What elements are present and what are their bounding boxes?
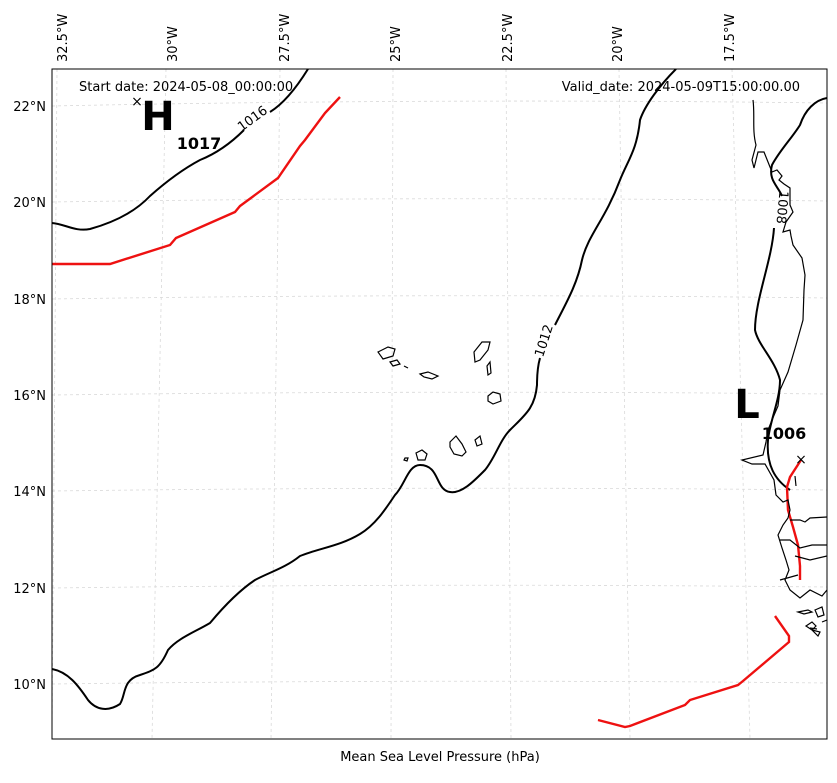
lat-label: 20°N [13,196,46,211]
lon-label: 25°W [389,26,404,62]
lat-label: 10°N [13,678,46,693]
island-santiago [449,435,467,457]
island-fogo [415,449,428,461]
isobar-1012 [52,69,677,710]
isobar-1008-north [770,97,827,197]
lon-label: 27.5°W [278,14,293,62]
pressure-centers: × H 1017 × L 1006 [131,94,807,468]
longitude-labels: 32.5°W 30°W 27.5°W 25°W 22.5°W 20°W 17.5… [56,14,738,62]
lat-label: 16°N [13,389,46,404]
isobar-1008 [753,227,791,491]
island-maio [474,434,483,447]
lon-label: 30°W [166,26,181,62]
island-sal [473,341,491,363]
island-sao-vicente [388,359,402,367]
contour-label-1016: 1016 [235,103,271,135]
lon-label: 20°W [611,26,626,62]
high-center-value: 1017 [177,134,222,153]
coastlines [377,99,827,638]
lon-label: 32.5°W [56,14,71,62]
map-frame [51,68,828,740]
low-center-symbol: L [734,382,760,428]
africa-coast [740,99,827,638]
island-boa-vista [487,391,502,405]
lat-label: 22°N [13,100,46,115]
tracks [52,96,803,729]
map-bottom-label: Mean Sea Level Pressure (hPa) [340,750,540,765]
graticule [52,69,827,739]
island-brava [403,457,409,462]
island-santo-antao [377,346,396,360]
lat-label: 18°N [13,293,46,308]
lon-label: 17.5°W [723,14,738,62]
lon-label: 22.5°W [501,14,516,62]
track-east [785,459,803,580]
valid-date-label: Valid_date: 2024-05-09T15:00:00.00 [562,80,800,95]
high-center-marker: × [131,94,143,110]
lat-label: 14°N [13,485,46,500]
isobars [52,69,827,710]
contour-labels: 1016 1012 1008 [235,103,790,359]
island-sao-nicolau [418,371,440,380]
island-boa-vista-north [486,360,492,377]
track-north [52,96,341,266]
low-center-value: 1006 [762,424,807,443]
track-south [597,615,791,729]
start-date-label: Start date: 2024-05-08_00:00:00 [79,80,293,95]
high-center-symbol: H [141,94,174,140]
isobar-1016 [52,69,309,231]
island-santa-luzia [403,365,409,369]
contour-label-1008: 1008 [773,190,791,224]
latitude-labels: 22°N 20°N 18°N 16°N 14°N 12°N 10°N [13,100,46,693]
contour-label-1012: 1012 [532,323,556,359]
low-center-marker: × [795,452,807,468]
lat-label: 12°N [13,582,46,597]
